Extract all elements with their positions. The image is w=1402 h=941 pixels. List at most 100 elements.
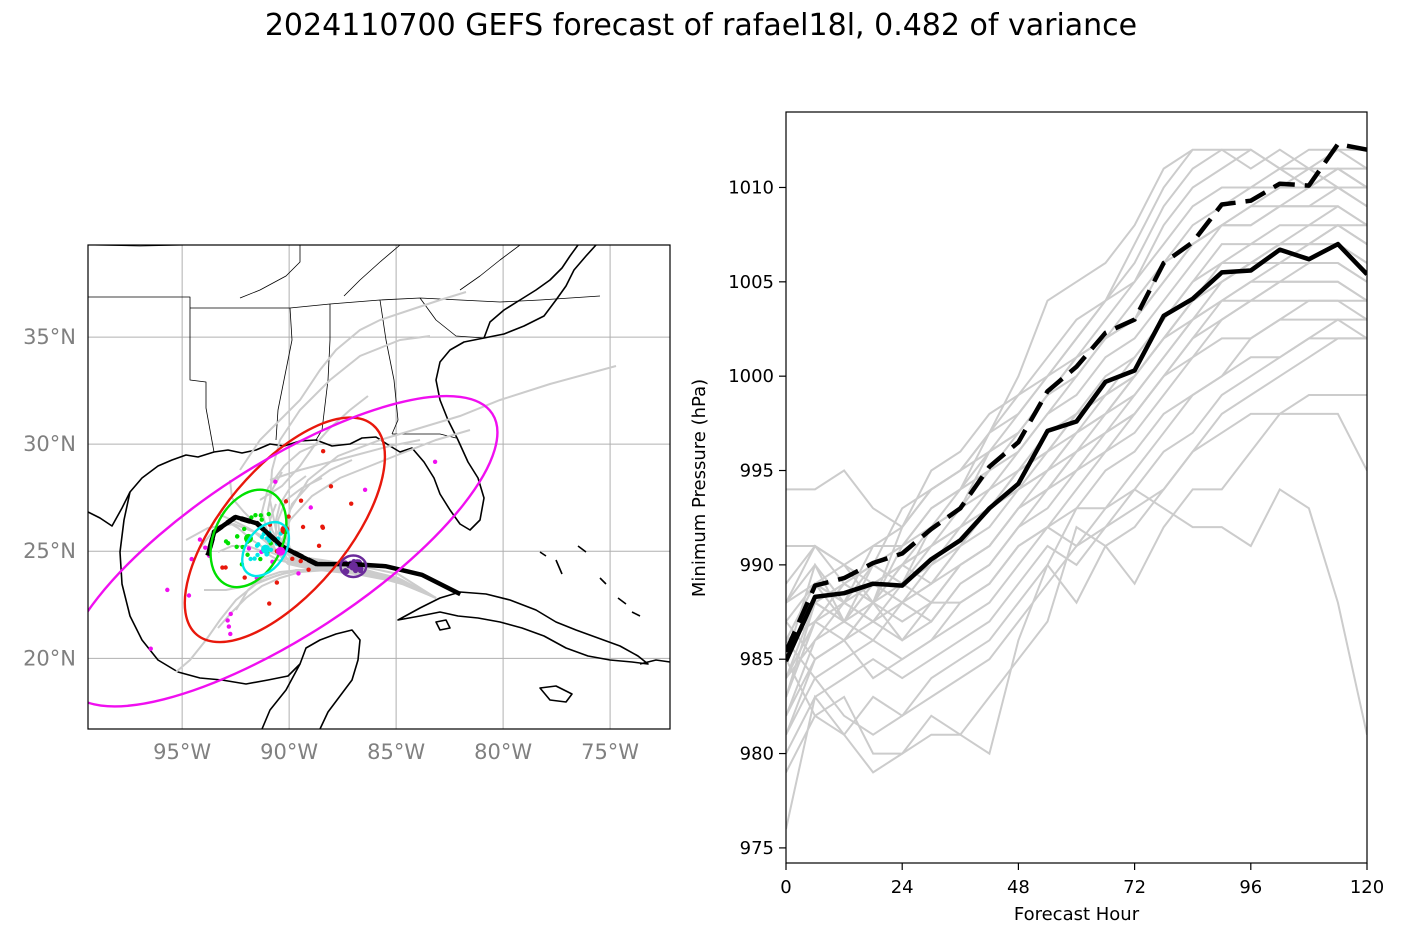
forecast-position-dot bbox=[328, 484, 334, 489]
ellipse-center-magenta bbox=[276, 546, 286, 556]
forecast-position-dot bbox=[189, 556, 194, 562]
coastline-bahamas bbox=[539, 545, 641, 617]
forecast-position-dot bbox=[186, 593, 192, 598]
forecast-position-dot bbox=[223, 539, 229, 544]
coastline-mexico bbox=[119, 491, 361, 729]
forecast-position-dot bbox=[283, 499, 289, 504]
map-lat-tick-label: 30°N bbox=[23, 432, 76, 456]
forecast-position-dot bbox=[432, 459, 438, 464]
y-axis-label: Minimum Pressure (hPa) bbox=[689, 379, 710, 597]
y-tick-label: 990 bbox=[740, 555, 774, 576]
forecast-position-dot bbox=[242, 575, 247, 580]
forecast-position-dot bbox=[357, 568, 364, 574]
member-pressure-line bbox=[786, 280, 1367, 717]
map-lat-tick-label: 35°N bbox=[23, 325, 76, 349]
uncertainty-ellipse-red bbox=[183, 416, 387, 644]
member-pressure-line bbox=[786, 337, 1367, 773]
forecast-position-dot bbox=[197, 537, 203, 542]
uncertainty-ellipse-purple bbox=[339, 554, 368, 579]
forecast-position-dot bbox=[165, 587, 170, 593]
member-pressure-line bbox=[786, 299, 1367, 605]
member-pressure-line bbox=[786, 318, 1367, 755]
member-pressure-line bbox=[786, 243, 1367, 679]
forecast-position-dot bbox=[242, 526, 247, 532]
forecast-position-dot bbox=[344, 568, 350, 575]
map-lon-tick-label: 80°W bbox=[474, 740, 532, 764]
member-pressure-line bbox=[786, 148, 1367, 623]
forecast-position-dot bbox=[320, 525, 326, 530]
coastline-cuba bbox=[397, 591, 649, 665]
forecast-position-dot bbox=[235, 534, 240, 539]
forecast-position-dot bbox=[228, 611, 233, 617]
forecast-position-dot bbox=[296, 571, 301, 576]
forecast-position-dot bbox=[308, 505, 313, 510]
forecast-position-dot bbox=[258, 556, 263, 562]
forecast-position-dot bbox=[254, 543, 260, 548]
member-pressure-line bbox=[786, 186, 1367, 586]
forecast-position-dot bbox=[258, 513, 264, 518]
x-tick-label: 72 bbox=[1123, 877, 1146, 898]
map-lon-tick-label: 85°W bbox=[367, 740, 425, 764]
ensemble-mean-track-dashed bbox=[205, 514, 319, 567]
forecast-position-dot bbox=[223, 565, 228, 570]
map-lat-tick-label: 20°N bbox=[23, 646, 76, 670]
forecast-position-dot bbox=[264, 536, 270, 541]
forecast-position-dot bbox=[300, 524, 306, 530]
forecast-position-dot bbox=[220, 565, 225, 570]
ellipse-center-purple bbox=[348, 561, 358, 571]
forecast-position-dot bbox=[362, 487, 368, 492]
y-tick-label: 1000 bbox=[728, 366, 774, 387]
x-tick-label: 120 bbox=[1350, 877, 1384, 898]
uncertainty-ellipse-magenta bbox=[88, 394, 499, 708]
y-tick-label: 1005 bbox=[728, 272, 774, 293]
coastline-gulf bbox=[88, 245, 597, 531]
member-pressure-line bbox=[786, 412, 1367, 830]
member-pressure-line bbox=[786, 148, 1194, 623]
map-lon-tick-label: 90°W bbox=[260, 740, 318, 764]
map-lon-tick-label: 75°W bbox=[581, 740, 639, 764]
forecast-position-dot bbox=[273, 479, 278, 484]
forecast-position-dot bbox=[245, 552, 250, 557]
uncertainty-ellipse-cyan bbox=[241, 520, 291, 578]
forecast-position-dot bbox=[298, 498, 304, 503]
member-pressure-line bbox=[786, 148, 1367, 529]
forecast-position-dot bbox=[259, 517, 264, 522]
coastline-jamaica bbox=[539, 685, 573, 703]
forecast-position-dot bbox=[246, 546, 252, 551]
y-tick-label: 1010 bbox=[728, 177, 774, 198]
y-tick-label: 975 bbox=[740, 838, 774, 859]
forecast-position-dot bbox=[320, 449, 326, 454]
forecast-position-dot bbox=[266, 511, 271, 517]
forecast-position-dot bbox=[225, 618, 230, 623]
forecast-position-dot bbox=[228, 631, 233, 637]
forecast-position-dot bbox=[248, 556, 253, 562]
forecast-position-dot bbox=[274, 580, 280, 585]
forecast-position-dot bbox=[253, 512, 258, 518]
x-tick-label: 96 bbox=[1239, 877, 1262, 898]
mean-pressure-dashed-line bbox=[786, 141, 1367, 653]
state-lines bbox=[88, 245, 601, 453]
member-pressure-line bbox=[786, 167, 1367, 641]
member-pressure-line bbox=[786, 224, 1367, 660]
x-tick-label: 0 bbox=[780, 877, 791, 898]
ellipse-center-cyan bbox=[261, 544, 271, 554]
member-pressure-line bbox=[786, 337, 1367, 680]
forecast-position-dot bbox=[148, 646, 153, 651]
coastline-yucatan-east bbox=[261, 663, 301, 729]
forecast-position-dot bbox=[226, 624, 232, 629]
y-tick-label: 995 bbox=[740, 461, 774, 482]
coastline-isle-of-youth bbox=[435, 619, 451, 631]
x-tick-label: 48 bbox=[1007, 877, 1030, 898]
map-lon-tick-label: 95°W bbox=[153, 740, 211, 764]
forecast-position-dot bbox=[306, 567, 311, 572]
x-axis-label: Forecast Hour bbox=[1014, 904, 1140, 925]
member-pressure-line bbox=[786, 262, 1367, 698]
forecast-position-dot bbox=[316, 543, 322, 549]
forecast-position-dot bbox=[255, 552, 260, 558]
x-tick-label: 24 bbox=[891, 877, 914, 898]
forecast-position-dot bbox=[290, 556, 295, 562]
map-lat-tick-label: 25°N bbox=[23, 539, 76, 563]
forecast-position-dot bbox=[286, 514, 291, 519]
